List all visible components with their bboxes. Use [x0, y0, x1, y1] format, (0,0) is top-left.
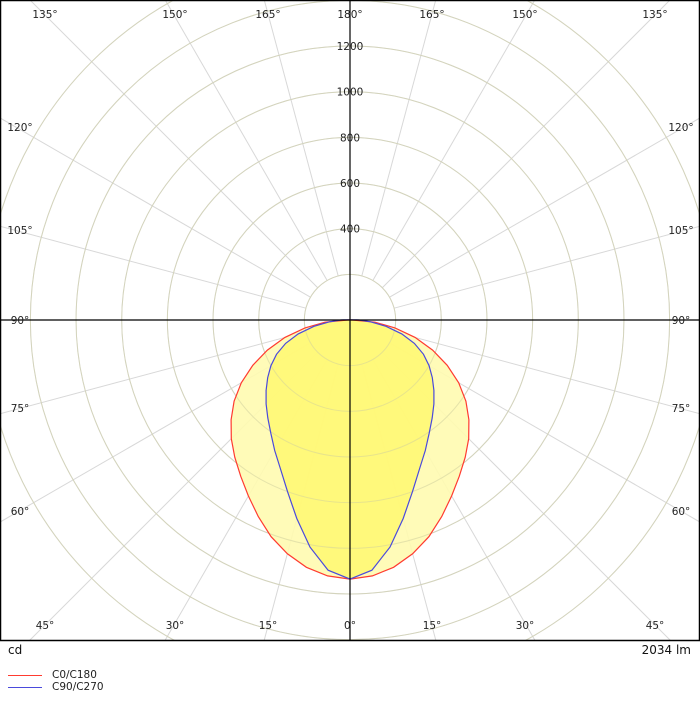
- angle-label-bottom: 45°: [646, 620, 665, 632]
- angle-label-right: 105°: [668, 225, 693, 237]
- angle-label-top: 150°: [162, 9, 187, 21]
- angle-label-right: 75°: [672, 403, 691, 415]
- angle-label-bottom: 0°: [344, 620, 356, 632]
- angle-label-top: 150°: [512, 9, 537, 21]
- angle-label-left: 105°: [7, 225, 32, 237]
- angle-label-top: 135°: [642, 9, 667, 21]
- angle-label-bottom: 30°: [516, 620, 535, 632]
- radial-tick-label: 1200: [337, 41, 364, 53]
- angle-label-right: 60°: [672, 506, 691, 518]
- legend-item-c90-c270: C90/C270: [8, 681, 104, 693]
- angle-label-top: 180°: [337, 9, 362, 21]
- legend-swatch-blue: [8, 686, 42, 688]
- legend-swatch-red: [8, 674, 42, 676]
- radial-tick-label: 600: [340, 178, 360, 190]
- radial-tick-label: 800: [340, 132, 360, 144]
- angle-label-right: 120°: [668, 122, 693, 134]
- angle-label-right: 90°: [672, 315, 691, 327]
- angle-label-bottom: 15°: [423, 620, 442, 632]
- angle-label-left: 120°: [7, 122, 32, 134]
- axes: [0, 0, 700, 640]
- radial-tick-label: 1000: [337, 87, 364, 99]
- angle-label-top: 165°: [419, 9, 444, 21]
- legend-label: C0/C180: [52, 669, 97, 681]
- angle-labels: 400 600 800 1000 1200 135° 150° 165° 180° 165° 150…: [7, 9, 693, 632]
- unit-label: cd: [8, 643, 23, 657]
- legend-item-c0-c180: C0/C180: [8, 669, 97, 681]
- angle-label-left: 75°: [11, 403, 30, 415]
- radial-tick-label: 400: [340, 224, 360, 236]
- angle-label-top: 165°: [255, 9, 280, 21]
- angle-label-left: 90°: [11, 315, 30, 327]
- angle-label-bottom: 45°: [36, 620, 55, 632]
- legend-label: C90/C270: [52, 681, 104, 693]
- flux-label: 2034 lm: [641, 643, 691, 657]
- angle-label-left: 60°: [11, 506, 30, 518]
- angle-label-bottom: 15°: [259, 620, 278, 632]
- angle-label-top: 135°: [32, 9, 57, 21]
- angle-label-bottom: 30°: [166, 620, 185, 632]
